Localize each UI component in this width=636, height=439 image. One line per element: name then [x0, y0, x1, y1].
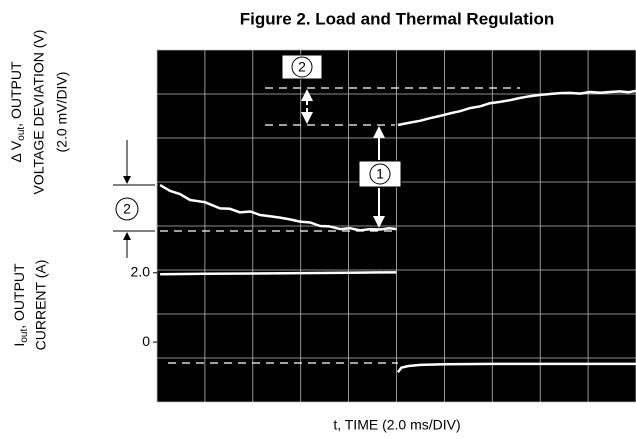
y2-tick-label: 2.0	[131, 263, 151, 279]
annotation-label: 2	[123, 201, 131, 217]
annotation-label: 1	[376, 166, 384, 182]
chart-title: Figure 2. Load and Thermal Regulation	[240, 9, 555, 28]
trace	[160, 271, 636, 373]
y-axis-label: Δ Vout, OUTPUT	[8, 61, 27, 162]
annotation-circle	[291, 56, 313, 78]
annotation-label: 2	[298, 59, 306, 75]
label-part: out	[16, 127, 27, 141]
annotation-circle	[369, 163, 391, 185]
label-part: I	[11, 343, 27, 347]
label-part: , OUTPUT	[8, 61, 24, 127]
trace	[159, 89, 636, 232]
label-part: , OUTPUT	[11, 263, 27, 329]
y2-axis-label: CURRENT (A)	[33, 260, 49, 351]
y2-axis-label: Iout, OUTPUT	[11, 263, 30, 347]
y2-tick-label: 0	[142, 333, 150, 349]
y-axis-label: VOLTAGE DEVIATION (V)	[31, 30, 47, 195]
x-axis-label: t, TIME (2.0 ms/DIV)	[333, 417, 460, 433]
label-part: Δ V	[8, 140, 24, 162]
label-part: out	[19, 329, 30, 343]
annotation-circle	[115, 197, 139, 221]
y-axis-label: (2.0 mV/DIV)	[54, 72, 70, 153]
